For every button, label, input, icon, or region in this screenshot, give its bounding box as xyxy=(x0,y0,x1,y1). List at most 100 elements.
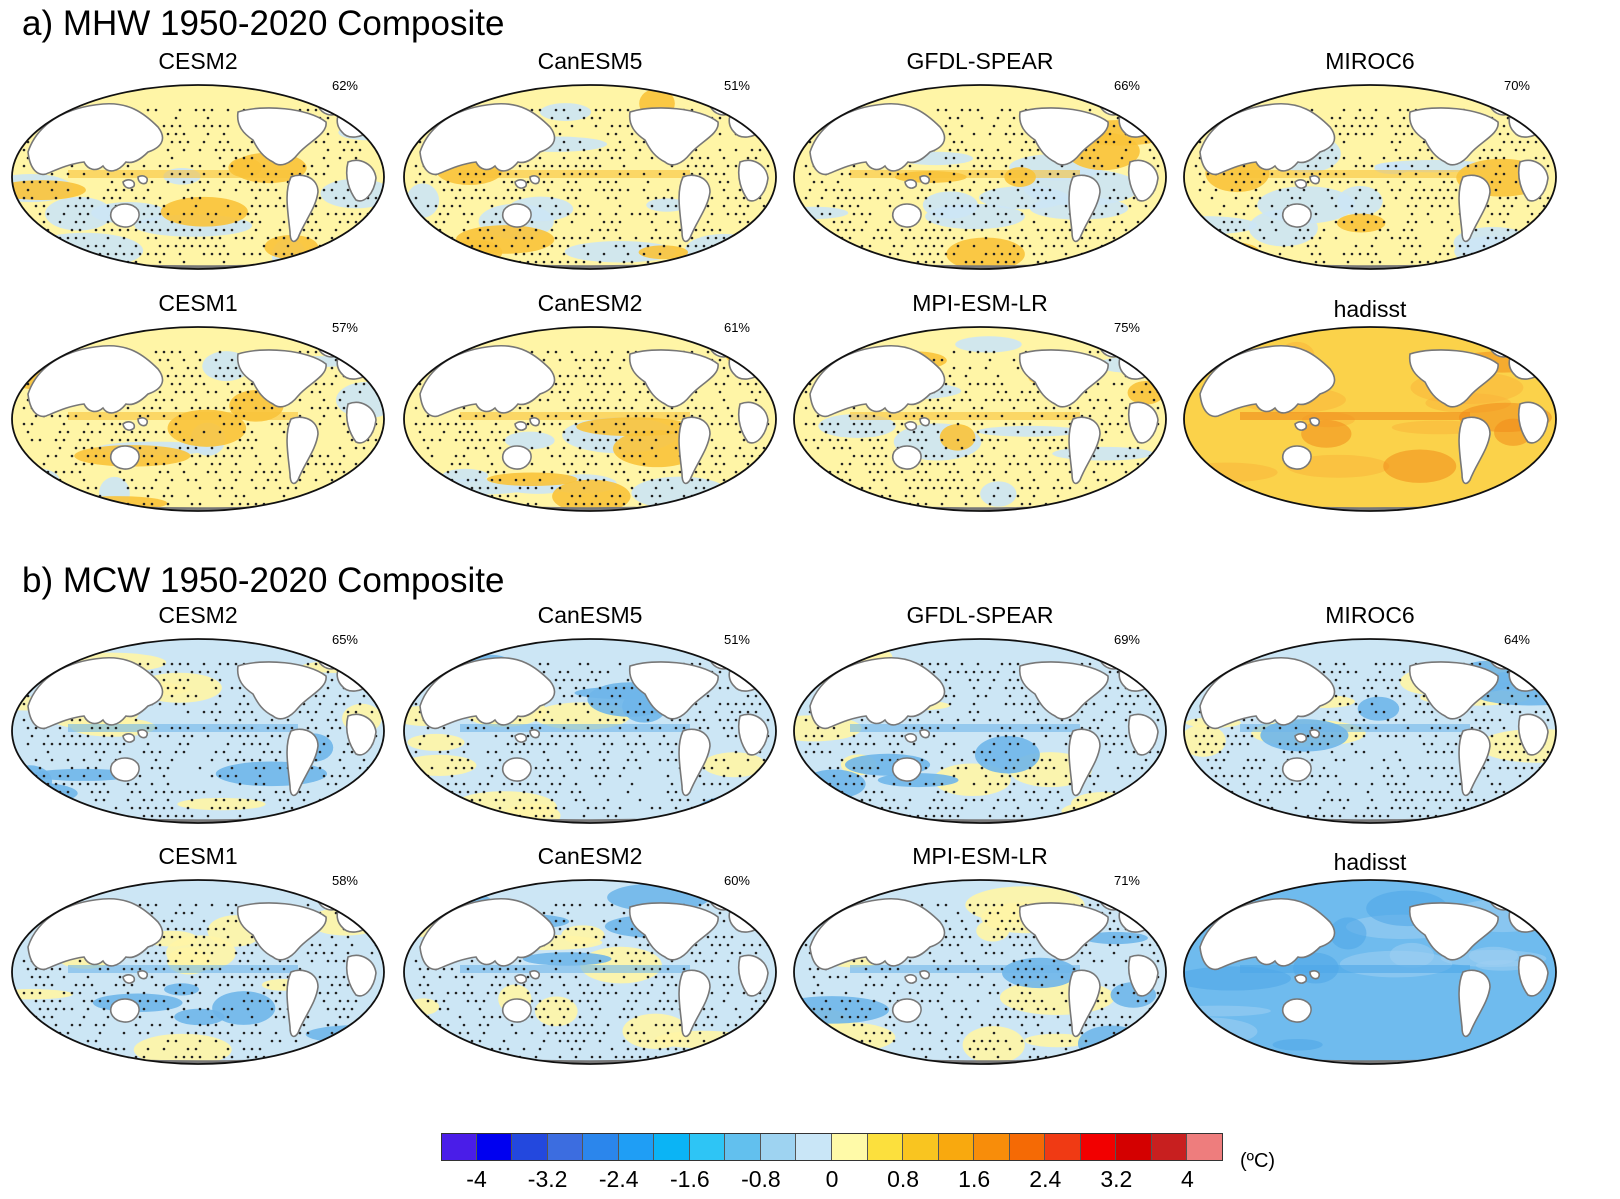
anomaly-patch xyxy=(1383,449,1457,483)
landmass xyxy=(137,417,149,427)
significance-dot xyxy=(206,390,210,394)
significance-dot xyxy=(282,204,286,208)
significance-dot xyxy=(758,228,762,232)
significance-dot xyxy=(138,252,142,256)
significance-dot xyxy=(626,252,630,256)
equatorial-band xyxy=(68,412,298,420)
significance-dot xyxy=(1442,180,1446,184)
significance-dot xyxy=(1000,662,1004,666)
significance-dot xyxy=(454,244,458,248)
significance-dot xyxy=(848,462,852,466)
significance-dot xyxy=(884,470,888,474)
significance-dot xyxy=(734,196,738,200)
significance-dot xyxy=(1076,406,1080,410)
significance-dot xyxy=(1526,236,1530,240)
significance-dot xyxy=(602,758,606,762)
significance-dot xyxy=(342,750,346,754)
significance-dot xyxy=(1534,156,1538,160)
significance-dot xyxy=(1028,148,1032,152)
significance-dot xyxy=(1156,260,1160,264)
significance-dot xyxy=(762,758,766,762)
significance-dot xyxy=(710,470,714,474)
significance-dot xyxy=(1506,244,1510,248)
significance-dot xyxy=(840,742,844,746)
significance-dot xyxy=(992,494,996,498)
significance-dot xyxy=(662,470,666,474)
significance-dot xyxy=(282,236,286,240)
significance-dot xyxy=(622,718,626,722)
significance-dot xyxy=(1112,710,1116,714)
significance-dot xyxy=(526,244,530,248)
significance-dot xyxy=(1108,406,1112,410)
significance-dot xyxy=(996,244,1000,248)
significance-dot xyxy=(226,172,230,176)
significance-dot xyxy=(422,358,426,362)
significance-dot xyxy=(852,228,856,232)
significance-dot xyxy=(170,790,174,794)
significance-dot xyxy=(422,438,426,442)
significance-dot xyxy=(414,196,418,200)
significance-dot xyxy=(646,244,650,248)
significance-dot xyxy=(1438,188,1442,192)
significance-dot xyxy=(554,806,558,810)
equatorial-band xyxy=(1240,170,1470,178)
significance-dot xyxy=(186,236,190,240)
significance-dot xyxy=(270,718,274,722)
significance-dot xyxy=(610,156,614,160)
significance-dot xyxy=(606,454,610,458)
significance-dot xyxy=(214,374,218,378)
significance-dot xyxy=(816,414,820,418)
significance-dot xyxy=(602,366,606,370)
significance-dot xyxy=(362,694,366,698)
significance-dot xyxy=(566,196,570,200)
significance-dot xyxy=(1502,140,1506,144)
significance-dot xyxy=(1116,212,1120,216)
significance-dot xyxy=(762,108,766,112)
significance-dot xyxy=(242,494,246,498)
significance-dot xyxy=(996,670,1000,674)
significance-dot xyxy=(1028,438,1032,442)
significance-dot xyxy=(562,806,566,810)
significance-dot xyxy=(694,164,698,168)
significance-dot xyxy=(334,702,338,706)
significance-dot xyxy=(686,406,690,410)
significance-dot xyxy=(856,430,860,434)
significance-dot xyxy=(50,188,54,192)
significance-dot xyxy=(118,470,122,474)
significance-dot xyxy=(574,502,578,506)
significance-dot xyxy=(566,438,570,442)
significance-dot xyxy=(916,502,920,506)
significance-dot xyxy=(94,244,98,248)
significance-dot xyxy=(286,502,290,506)
significance-dot xyxy=(246,798,250,802)
significance-dot xyxy=(102,454,106,458)
significance-dot xyxy=(1446,204,1450,208)
significance-dot xyxy=(414,670,418,674)
significance-dot xyxy=(198,406,202,410)
significance-dot xyxy=(1096,398,1100,402)
significance-dot xyxy=(202,662,206,666)
significance-dot xyxy=(702,502,706,506)
significance-dot xyxy=(1242,228,1246,232)
significance-dot xyxy=(214,670,218,674)
significance-dot xyxy=(956,148,960,152)
significance-dot xyxy=(804,196,808,200)
significance-dot xyxy=(626,742,630,746)
anomaly-patch xyxy=(539,103,592,121)
anomaly-patch xyxy=(576,417,692,437)
significance-dot xyxy=(570,382,574,386)
significance-dot xyxy=(46,180,50,184)
significance-dot xyxy=(1096,446,1100,450)
significance-dot xyxy=(106,726,110,730)
significance-dot xyxy=(414,470,418,474)
significance-dot xyxy=(824,236,828,240)
significance-dot xyxy=(726,734,730,738)
significance-dot xyxy=(494,734,498,738)
significance-dot xyxy=(1398,140,1402,144)
significance-dot xyxy=(206,180,210,184)
significance-dot xyxy=(924,244,928,248)
significance-dot xyxy=(718,422,722,426)
significance-dot xyxy=(1502,236,1506,240)
significance-dot xyxy=(1458,244,1462,248)
significance-dot xyxy=(54,454,58,458)
